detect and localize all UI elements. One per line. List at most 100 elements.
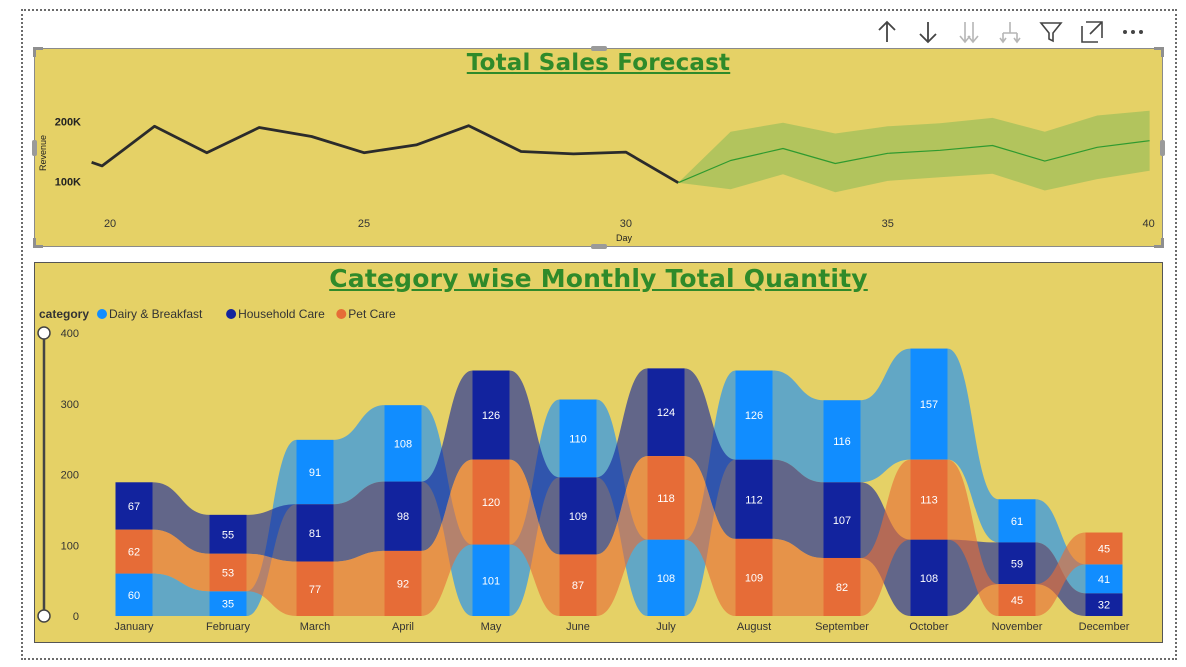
column-segment[interactable] [735,538,773,616]
resize-handle-edge[interactable] [1160,140,1165,156]
ribbon-dairy-breakfast[interactable] [772,370,824,483]
column-segment[interactable] [209,591,247,616]
slider-top-handle[interactable] [37,326,51,340]
data-label: 116 [833,436,851,448]
slider-bottom-handle[interactable] [37,609,51,623]
column-segment[interactable] [910,539,948,616]
filter-icon[interactable] [1032,15,1069,49]
category-ribbon-chart[interactable]: category Dairy & Breakfast Household Care P… [35,263,1162,642]
category-visual[interactable]: Category wise Monthly Total Quantity cat… [34,262,1163,643]
resize-handle-corner[interactable] [33,238,43,248]
forecast-visual[interactable]: Total Sales Forecast 100K 200K Revenue 20 25… [34,48,1163,247]
actual-revenue-line[interactable] [91,124,679,184]
forecast-chart[interactable]: 100K 200K Revenue 20 25 30 35 40 Day [35,49,1162,246]
resize-handle-corner[interactable] [1154,238,1164,248]
ribbon-pet-care[interactable] [333,550,385,616]
ribbon-pet-care[interactable] [421,459,473,616]
ribbon-household-care[interactable] [596,368,648,555]
sort-ascending-icon[interactable] [868,15,905,49]
data-label: 112 [745,494,763,506]
ribbon-pet-care[interactable] [860,459,911,616]
column-segment[interactable] [1085,532,1123,565]
column-segment[interactable] [910,348,948,460]
column-segment[interactable] [910,459,948,540]
column-segment[interactable] [209,553,247,592]
ribbon-household-care[interactable] [152,482,210,554]
column-segment[interactable] [384,405,422,482]
column-segment[interactable] [559,477,597,555]
column-segment[interactable] [1085,564,1123,594]
sort-descending-icon[interactable] [909,15,946,49]
column-segment[interactable] [1085,593,1123,616]
ribbon-pet-care[interactable] [246,553,297,616]
more-options-icon[interactable] [1114,15,1151,49]
resize-handle-edge[interactable] [591,244,607,249]
data-label: 126 [482,410,500,422]
drill-down-all-icon[interactable] [950,15,987,49]
ribbon-household-care[interactable] [421,370,473,551]
resize-handle-corner[interactable] [33,47,43,57]
ribbon-pet-care[interactable] [509,459,560,616]
ribbon-pet-care[interactable] [152,529,210,592]
column-segment[interactable] [115,573,153,616]
column-segment[interactable] [296,504,334,562]
column-segment[interactable] [209,514,247,554]
column-segment[interactable] [647,539,685,616]
data-label: 67 [128,501,140,513]
ribbon-pet-care[interactable] [1035,532,1086,616]
ribbon-dairy-breakfast[interactable] [860,348,911,483]
y-axis-zoom-slider[interactable] [37,326,51,623]
ribbon-dairy-breakfast[interactable] [1035,499,1086,594]
ribbon-pet-care[interactable] [596,456,648,616]
column-segment[interactable] [296,561,334,616]
column-segment[interactable] [998,499,1036,543]
data-label: 108 [394,438,412,450]
column-segment[interactable] [998,542,1036,585]
visual-header-toolbar [868,14,1151,50]
legend-title: category [39,307,89,321]
column-segment[interactable] [296,439,334,505]
ribbon-household-care[interactable] [772,459,824,558]
data-label: 157 [920,399,938,411]
data-label: 59 [1011,558,1023,570]
column-segment[interactable] [472,544,510,616]
legend-item[interactable]: Dairy & Breakfast [97,307,203,321]
ribbon-household-care[interactable] [333,481,385,562]
legend-item[interactable]: Pet Care [336,307,396,321]
x-tick-label: January [114,621,154,633]
column-segment[interactable] [384,550,422,616]
legend-item[interactable]: Household Care [226,307,325,321]
resize-handle-corner[interactable] [1154,47,1164,57]
ribbon-household-care[interactable] [684,368,736,539]
column-segment[interactable] [115,482,153,530]
ribbon-dairy-breakfast[interactable] [152,573,210,616]
ribbon-dairy-breakfast[interactable] [947,348,999,543]
ribbon-household-care[interactable] [246,504,297,562]
resize-handle-edge[interactable] [32,140,37,156]
column-segment[interactable] [647,368,685,457]
column-segment[interactable] [823,482,861,558]
ribbon-household-care[interactable] [509,370,560,555]
ribbon-dairy-breakfast[interactable] [333,405,385,505]
column-segment[interactable] [559,399,597,478]
focus-mode-icon[interactable] [1073,15,1110,49]
column-segment[interactable] [472,459,510,545]
x-tick-label: November [992,621,1043,633]
ribbon-pet-care[interactable] [684,456,736,616]
column-segment[interactable] [647,456,685,540]
forecast-revenue-line[interactable] [677,140,1150,184]
column-segment[interactable] [735,370,773,460]
column-segment[interactable] [115,529,153,574]
column-segment[interactable] [823,557,861,616]
column-segment[interactable] [823,400,861,483]
ribbon-pet-care[interactable] [772,538,824,616]
resize-handle-edge[interactable] [591,46,607,51]
expand-hierarchy-icon[interactable] [991,15,1028,49]
x-tick-label: 35 [882,218,894,230]
column-segment[interactable] [384,481,422,551]
column-segment[interactable] [559,554,597,616]
column-segment[interactable] [998,584,1036,616]
column-segment[interactable] [472,370,510,460]
column-segment[interactable] [735,459,773,539]
ribbon-pet-care[interactable] [947,459,999,616]
